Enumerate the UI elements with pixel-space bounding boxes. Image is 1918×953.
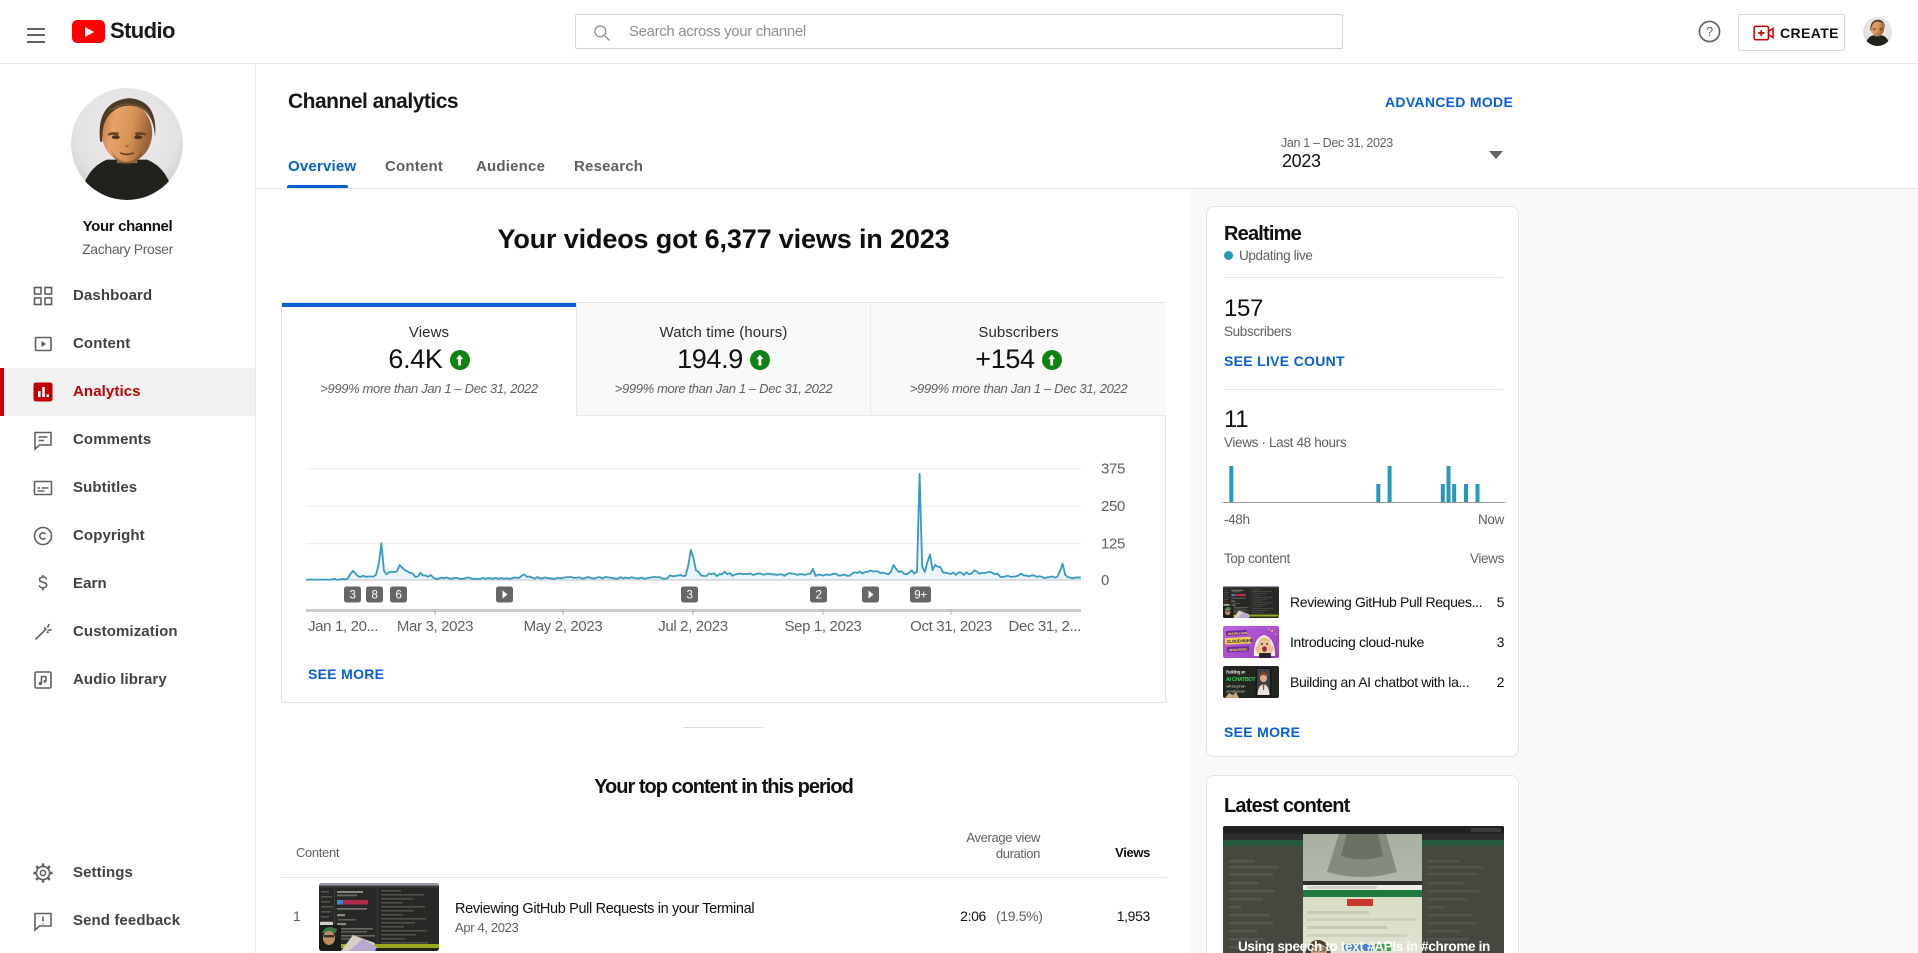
svg-text:?: ? xyxy=(1706,25,1713,39)
svg-text:6: 6 xyxy=(395,590,401,602)
svg-text:Jan 1, 20...: Jan 1, 20... xyxy=(308,618,378,635)
svg-text:with langchain: with langchain xyxy=(1226,685,1245,689)
svg-text:9+: 9+ xyxy=(914,590,927,602)
svg-text:and pinecone: and pinecone xyxy=(1226,690,1245,694)
svg-text:3: 3 xyxy=(686,590,692,602)
svg-text:Mar 3, 2023: Mar 3, 2023 xyxy=(397,618,473,635)
svg-text:2: 2 xyxy=(815,590,821,602)
svg-text:Oct 31, 2023: Oct 31, 2023 xyxy=(910,618,992,635)
svg-text:MULTIPLE AWS: MULTIPLE AWS xyxy=(1228,631,1247,636)
svg-text:375: 375 xyxy=(1101,461,1125,478)
svg-text:3: 3 xyxy=(349,590,355,602)
svg-text:May 2, 2023: May 2, 2023 xyxy=(524,618,603,635)
svg-text:125: 125 xyxy=(1101,536,1125,553)
svg-text:Using speech to text #APIs in: Using speech to text #APIs in #chrome in xyxy=(1238,938,1490,953)
svg-text:Building an: Building an xyxy=(1226,670,1246,675)
svg-text:RESOURCES!: RESOURCES! xyxy=(1229,647,1247,652)
svg-text:Sep 1, 2023: Sep 1, 2023 xyxy=(784,618,861,635)
svg-text:Jul 2, 2023: Jul 2, 2023 xyxy=(658,618,728,635)
svg-text:AI CHATBOT: AI CHATBOT xyxy=(1226,677,1256,683)
svg-text:8: 8 xyxy=(371,590,377,602)
svg-text:CLOUD NUKE: CLOUD NUKE xyxy=(1226,638,1252,644)
svg-text:Dec 31, 2...: Dec 31, 2... xyxy=(1008,618,1081,635)
svg-text:250: 250 xyxy=(1101,498,1125,515)
svg-text:0: 0 xyxy=(1101,572,1109,589)
